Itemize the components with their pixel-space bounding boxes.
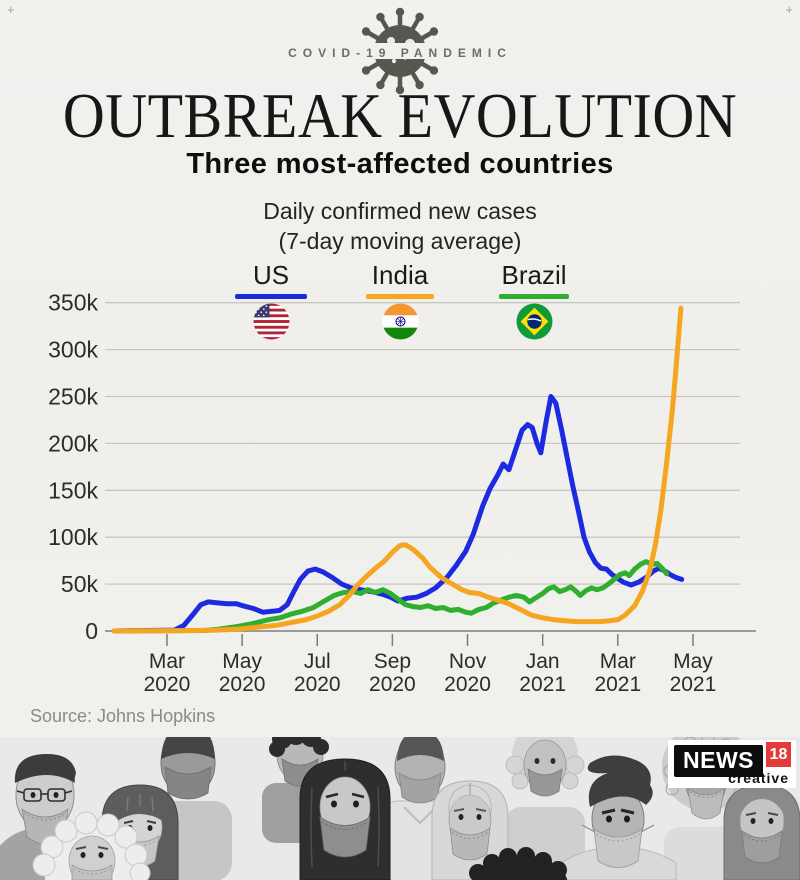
chart-caption: Daily confirmed new cases (7-day moving … [0,196,800,256]
svg-text:2020: 2020 [294,673,341,696]
legend-underline-brazil [499,294,569,299]
svg-text:2021: 2021 [519,673,566,696]
svg-text:Nov: Nov [449,650,487,673]
svg-text:Jul: Jul [304,650,331,673]
svg-text:200k: 200k [48,430,98,456]
svg-text:Sep: Sep [374,650,411,673]
svg-text:Jan: Jan [526,650,560,673]
source-credit: Source: Johns Hopkins [30,706,216,726]
svg-text:May: May [222,650,262,673]
svg-text:Mar: Mar [149,650,185,673]
legend-underline-india [366,294,434,299]
svg-text:100k: 100k [48,524,98,550]
us-flag-icon [253,303,289,340]
chart-caption-line1: Daily confirmed new cases [263,198,537,224]
svg-text:2020: 2020 [444,673,491,696]
person-pompadour-man [557,755,677,880]
legend-label-brazil: Brazil [501,260,567,290]
svg-text:2021: 2021 [670,673,717,696]
svg-text:May: May [673,650,713,673]
news18-creative-logo: NEWS 18 creative [668,740,796,788]
news18-logo-wordmark: NEWS [674,745,763,777]
svg-text:2020: 2020 [219,673,266,696]
person-bottom-curly [469,847,568,880]
page-subtitle: Three most-affected countries [186,148,614,180]
virus-icon [325,0,475,104]
svg-text:2020: 2020 [369,673,416,696]
legend-item-us: US [206,260,336,345]
svg-text:50k: 50k [61,571,99,597]
legend-label-india: India [371,260,429,290]
crop-mark: + [785,2,793,17]
crop-mark: + [7,2,15,17]
svg-text:150k: 150k [48,477,98,503]
svg-text:2020: 2020 [144,673,191,696]
kicker-text: COVID-19 PANDEMIC [288,46,512,60]
chart-caption-line2: (7-day moving average) [278,228,522,254]
masked-crowd-illustration: NEWS 18 creative [0,737,800,880]
person-right-woman [723,784,800,880]
svg-text:0: 0 [85,618,98,644]
legend-item-brazil: Brazil [469,260,599,345]
svg-text:Mar: Mar [600,650,636,673]
person-black-hair-woman [299,758,391,880]
legend-item-india: India [335,260,465,345]
svg-text:2021: 2021 [594,673,641,696]
legend-label-us: US [252,260,290,290]
svg-text:350k: 350k [48,290,98,316]
svg-text:300k: 300k [48,337,98,363]
brazil-flag-icon [516,303,552,340]
india-flag-icon [382,303,418,340]
page-title: OUTBREAK EVOLUTION [62,79,738,152]
person-curly-blonde [32,811,151,880]
legend-underline-us [235,294,307,299]
news18-logo-number: 18 [766,742,791,767]
svg-text:250k: 250k [48,384,98,410]
news18-logo-creative: creative [728,770,789,786]
